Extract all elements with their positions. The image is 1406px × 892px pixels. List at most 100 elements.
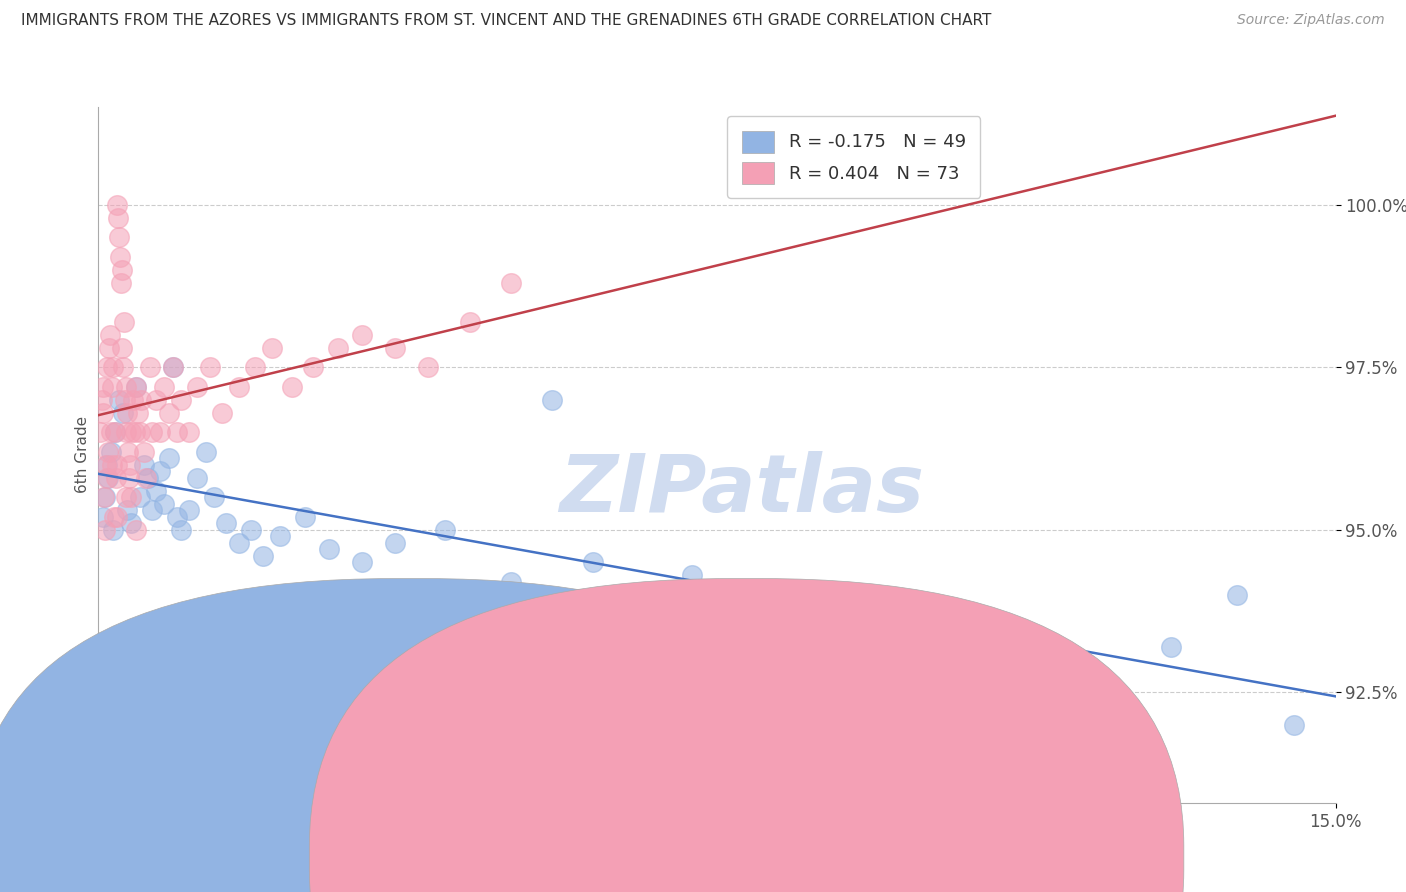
- Point: [128, 425, 150, 439]
- Point: [114, 425, 136, 439]
- Point: [269, 529, 291, 543]
- Point: [91, 406, 114, 420]
- Point: [94, 490, 117, 504]
- Point: [112, 360, 135, 375]
- Point: [352, 555, 374, 569]
- Point: [294, 509, 316, 524]
- Point: [124, 425, 146, 439]
- Point: [166, 425, 188, 439]
- Point: [179, 425, 201, 439]
- Point: [97, 471, 120, 485]
- Point: [120, 425, 142, 439]
- Point: [124, 379, 146, 393]
- Text: ZIPatlas: ZIPatlas: [560, 450, 924, 529]
- Point: [149, 425, 172, 439]
- Point: [122, 392, 145, 407]
- Point: [110, 262, 132, 277]
- Point: [157, 451, 180, 466]
- Point: [128, 490, 150, 504]
- Point: [433, 523, 456, 537]
- Point: [157, 406, 180, 420]
- Point: [96, 471, 118, 485]
- Point: [90, 392, 112, 407]
- Point: [100, 379, 122, 393]
- Point: [105, 197, 128, 211]
- Text: IMMIGRANTS FROM THE AZORES VS IMMIGRANTS FROM ST. VINCENT AND THE GRENADINES 6TH: IMMIGRANTS FROM THE AZORES VS IMMIGRANTS…: [21, 13, 991, 29]
- Point: [145, 392, 167, 407]
- Point: [1284, 718, 1306, 732]
- Point: [104, 425, 127, 439]
- Point: [132, 458, 155, 472]
- Point: [103, 360, 125, 375]
- Point: [103, 509, 125, 524]
- Point: [111, 341, 134, 355]
- Point: [198, 360, 221, 375]
- Point: [131, 392, 153, 407]
- Point: [141, 425, 163, 439]
- Point: [118, 458, 141, 472]
- Point: [870, 600, 893, 615]
- Point: [100, 425, 122, 439]
- Point: [228, 379, 250, 393]
- Point: [108, 230, 131, 244]
- Point: [96, 458, 118, 472]
- Point: [138, 360, 160, 375]
- Point: [114, 392, 136, 407]
- Point: [318, 542, 340, 557]
- Point: [108, 250, 131, 264]
- Point: [228, 535, 250, 549]
- Point: [260, 341, 283, 355]
- Point: [499, 574, 522, 589]
- Point: [166, 509, 188, 524]
- Text: Immigrants from St. Vincent and the Grenadines: Immigrants from St. Vincent and the Gren…: [773, 853, 1146, 867]
- Point: [125, 379, 148, 393]
- Point: [117, 406, 139, 420]
- Point: [118, 471, 141, 485]
- Point: [789, 588, 811, 602]
- Point: [186, 379, 208, 393]
- Point: [1036, 685, 1059, 699]
- Point: [243, 360, 266, 375]
- Point: [107, 211, 129, 225]
- Point: [105, 458, 128, 472]
- Point: [104, 471, 127, 485]
- Point: [89, 425, 111, 439]
- Point: [104, 425, 127, 439]
- Point: [326, 341, 349, 355]
- Point: [120, 490, 142, 504]
- Point: [94, 458, 117, 472]
- Point: [215, 516, 238, 531]
- Point: [281, 379, 304, 393]
- Point: [252, 549, 274, 563]
- Point: [93, 379, 115, 393]
- Point: [124, 523, 146, 537]
- Point: [1226, 588, 1249, 602]
- Point: [582, 555, 605, 569]
- Text: Immigrants from the Azores: Immigrants from the Azores: [436, 853, 650, 867]
- Point: [96, 360, 118, 375]
- Point: [352, 327, 374, 342]
- Point: [499, 276, 522, 290]
- Point: [93, 490, 115, 504]
- Point: [98, 327, 121, 342]
- Point: [110, 276, 132, 290]
- Point: [132, 444, 155, 458]
- Point: [162, 360, 184, 375]
- Point: [384, 341, 406, 355]
- Point: [149, 464, 172, 478]
- Point: [103, 523, 125, 537]
- Point: [101, 458, 124, 472]
- Point: [153, 497, 176, 511]
- Point: [194, 444, 217, 458]
- Point: [458, 315, 481, 329]
- Point: [731, 685, 754, 699]
- Point: [186, 471, 208, 485]
- Point: [240, 523, 263, 537]
- Point: [97, 444, 120, 458]
- Point: [1160, 640, 1182, 654]
- Point: [112, 315, 135, 329]
- Point: [541, 392, 564, 407]
- Point: [120, 516, 142, 531]
- Point: [112, 406, 135, 420]
- Point: [384, 535, 406, 549]
